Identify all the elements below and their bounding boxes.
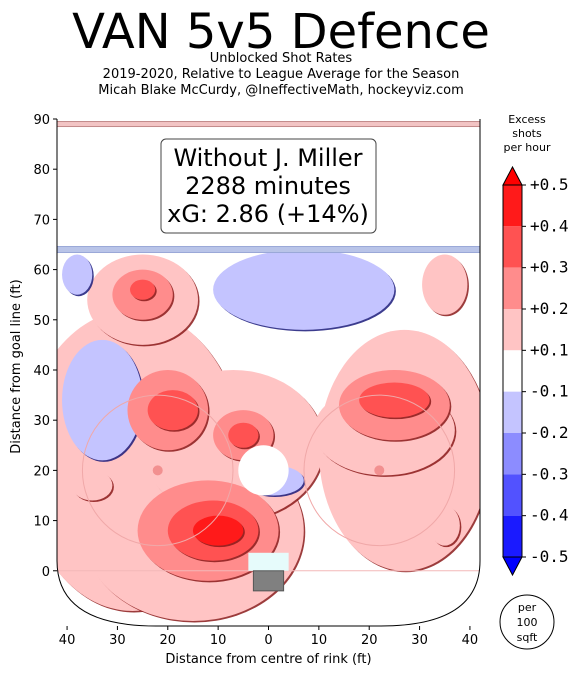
colorbar-tick-label: +0.3 bbox=[530, 258, 569, 277]
annotation-line-3: xG: 2.86 (+14%) bbox=[167, 200, 369, 228]
y-axis-label: Distance from goal line (ft) bbox=[9, 279, 24, 453]
x-tick-label: 40 bbox=[59, 633, 76, 648]
colorbar-segment bbox=[503, 185, 522, 227]
faceoff-circle bbox=[303, 394, 456, 547]
heatmap-region bbox=[359, 382, 430, 418]
colorbar-segment bbox=[503, 350, 522, 392]
colorbar-segment bbox=[503, 267, 522, 309]
unit-badge-circle bbox=[499, 594, 555, 650]
colorbar-tick-label: +0.1 bbox=[530, 340, 569, 359]
colorbar-tick-label: +0.2 bbox=[530, 299, 569, 318]
centre-red-line bbox=[56, 121, 481, 128]
colorbar-tick-label: -0.1 bbox=[530, 382, 569, 401]
chart-subtitle-line-1: Unblocked Shot Rates bbox=[209, 51, 353, 66]
y-tick-label: 40 bbox=[33, 364, 50, 379]
unit-badge-line-3: sqft bbox=[517, 631, 538, 644]
axes: 40 30 20 10 0 10 20 30 40 0 10 20 30 40 50 60 70 80 90 Dist… bbox=[9, 113, 478, 667]
blue-line bbox=[56, 246, 481, 254]
x-tick-label: 30 bbox=[411, 633, 428, 648]
chart-subtitle-line-3: Micah Blake McCurdy, @IneffectiveMath, h… bbox=[98, 83, 464, 98]
chart-subtitle-line-2: 2019-2020, Relative to League Average fo… bbox=[102, 67, 460, 82]
heatmap-layer bbox=[57, 249, 480, 623]
colorbar-title-line-3: per hour bbox=[504, 141, 551, 154]
colorbar-tick-label: -0.4 bbox=[530, 506, 569, 525]
colorbar-extend-bottom bbox=[502, 556, 523, 577]
colorbar-segment bbox=[503, 433, 522, 475]
heatmap-region bbox=[130, 279, 156, 300]
colorbar-title-line-1: Excess bbox=[508, 113, 546, 126]
colorbar-tick-label: +0.4 bbox=[530, 216, 569, 235]
y-tick-label: 90 bbox=[33, 113, 50, 128]
colorbar-frame bbox=[502, 184, 523, 558]
colorbar-tick-label: +0.5 bbox=[530, 175, 569, 194]
heatmap-region bbox=[228, 422, 259, 448]
colorbar-tick-label: -0.3 bbox=[530, 464, 569, 483]
goal-crease bbox=[248, 552, 289, 571]
colorbar-extend-top bbox=[502, 165, 523, 186]
plot-area: 40 30 20 10 0 10 20 30 40 0 10 20 30 40 50 60 70 80 90 Dist… bbox=[9, 113, 481, 667]
chart-title: VAN 5v5 Defence bbox=[72, 4, 490, 60]
x-tick-label: 20 bbox=[361, 633, 378, 648]
x-tick-label: 10 bbox=[210, 633, 227, 648]
goal-net bbox=[252, 570, 285, 592]
heatmap-region bbox=[192, 515, 244, 546]
colorbar-tick-label: -0.2 bbox=[530, 423, 569, 442]
heatmap-neutral-region bbox=[238, 445, 289, 496]
x-tick-label: 40 bbox=[462, 633, 479, 648]
annotation-box: Without J. Miller 2288 minutes xG: 2.86 … bbox=[160, 138, 377, 234]
colorbar-segment bbox=[503, 391, 522, 433]
faceoff-circle bbox=[81, 394, 234, 547]
colorbar-segment bbox=[503, 474, 522, 516]
heatmap-region bbox=[213, 249, 395, 330]
heatmap-region bbox=[62, 254, 93, 295]
heatmap-region bbox=[422, 254, 468, 315]
y-tick-label: 10 bbox=[33, 515, 50, 530]
x-tick-label: 20 bbox=[160, 633, 177, 648]
colorbar-segment bbox=[503, 226, 522, 268]
faceoff-dot bbox=[152, 465, 163, 476]
x-tick-label: 10 bbox=[311, 633, 328, 648]
colorbar: Excess shots per hour +0.5 +0.4 +0.3 +0.2 +0… bbox=[502, 113, 569, 577]
unit-badge-line-1: per bbox=[518, 601, 537, 614]
colorbar-segment bbox=[503, 515, 522, 557]
heatmap-region bbox=[147, 390, 198, 431]
colorbar-title-line-2: shots bbox=[512, 127, 542, 140]
annotation-line-1: Without J. Miller bbox=[173, 144, 362, 172]
x-tick-label: 0 bbox=[264, 633, 272, 648]
unit-badge: per 100 sqft bbox=[499, 594, 555, 650]
y-tick-label: 30 bbox=[33, 414, 50, 429]
annotation-line-2: 2288 minutes bbox=[185, 172, 351, 200]
annotation-frame bbox=[160, 138, 377, 234]
y-tick-label: 0 bbox=[42, 565, 50, 580]
faceoff-dot bbox=[374, 465, 385, 476]
y-tick-label: 60 bbox=[33, 264, 50, 279]
colorbar-segment bbox=[503, 309, 522, 351]
y-tick-label: 80 bbox=[33, 163, 50, 178]
colorbar-tick-label: -0.5 bbox=[530, 547, 569, 566]
y-tick-label: 50 bbox=[33, 314, 50, 329]
y-tick-label: 70 bbox=[33, 213, 50, 228]
heatmap-region bbox=[62, 339, 143, 461]
x-tick-label: 30 bbox=[109, 633, 126, 648]
x-axis-label: Distance from centre of rink (ft) bbox=[165, 652, 371, 667]
y-tick-label: 20 bbox=[33, 464, 50, 479]
heatmap-region bbox=[429, 505, 460, 546]
unit-badge-line-2: 100 bbox=[517, 616, 538, 629]
heatmap-region bbox=[72, 470, 113, 501]
